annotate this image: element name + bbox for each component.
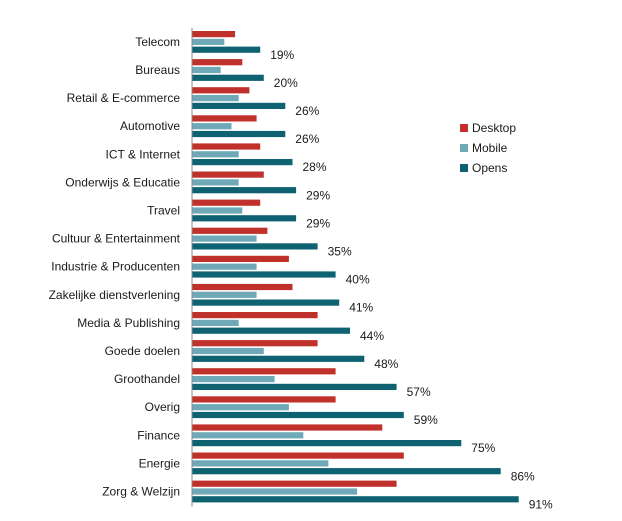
value-label-cultuur-and-entertainment: 35% xyxy=(328,245,352,259)
value-label-energie: 86% xyxy=(511,469,535,483)
bar-opens-onderwijs-and-educatie xyxy=(192,187,297,194)
bar-desktop-retail-and-e-commerce xyxy=(192,87,250,94)
bar-mobile-travel xyxy=(192,207,243,214)
category-label-industrie-and-producenten: Industrie & Producenten xyxy=(51,260,180,274)
bar-mobile-ict-and-internet xyxy=(192,151,239,158)
bars-layer xyxy=(192,31,519,503)
bar-opens-industrie-and-producenten xyxy=(192,271,336,278)
bar-desktop-travel xyxy=(192,199,261,206)
category-label-finance: Finance xyxy=(137,428,180,442)
bar-desktop-finance xyxy=(192,424,383,431)
category-label-telecom: Telecom xyxy=(135,35,180,49)
category-label-travel: Travel xyxy=(147,204,180,218)
category-label-automotive: Automotive xyxy=(120,119,180,133)
value-label-finance: 75% xyxy=(471,441,495,455)
value-label-automotive: 26% xyxy=(295,132,319,146)
bar-opens-ict-and-internet xyxy=(192,159,293,166)
category-label-overig: Overig xyxy=(145,400,180,414)
bar-opens-zakelijke-dienstverlening xyxy=(192,299,340,306)
bar-opens-automotive xyxy=(192,130,286,138)
bar-opens-zorg-and-welzijn xyxy=(192,496,519,503)
legend-swatch-opens xyxy=(460,164,468,172)
bar-mobile-media-and-publishing xyxy=(192,319,239,326)
category-label-zorg-and-welzijn: Zorg & Welzijn xyxy=(102,485,180,499)
value-label-ict-and-internet: 28% xyxy=(303,160,327,174)
bar-opens-bureaus xyxy=(192,74,264,81)
bar-opens-travel xyxy=(192,215,297,222)
value-label-overig: 59% xyxy=(414,413,438,427)
category-label-energie: Energie xyxy=(139,456,181,470)
legend-swatch-desktop xyxy=(460,124,468,132)
legend-label-opens: Opens xyxy=(472,161,507,175)
bar-mobile-onderwijs-and-educatie xyxy=(192,179,239,186)
bar-desktop-cultuur-and-entertainment xyxy=(192,227,268,234)
bar-desktop-telecom xyxy=(192,31,236,38)
category-label-goede-doelen: Goede doelen xyxy=(105,344,180,358)
bar-desktop-goede-doelen xyxy=(192,340,318,347)
category-label-media-and-publishing: Media & Publishing xyxy=(77,316,180,330)
bar-mobile-telecom xyxy=(192,38,225,45)
bar-opens-groothandel xyxy=(192,383,397,390)
bar-desktop-industrie-and-producenten xyxy=(192,255,289,262)
bar-desktop-ict-and-internet xyxy=(192,143,261,150)
bar-desktop-media-and-publishing xyxy=(192,312,318,319)
bar-opens-finance xyxy=(192,440,462,447)
bar-mobile-industrie-and-producenten xyxy=(192,263,257,270)
bar-desktop-zorg-and-welzijn xyxy=(192,480,397,487)
legend-label-mobile: Mobile xyxy=(472,141,508,155)
bar-mobile-zakelijke-dienstverlening xyxy=(192,291,257,298)
bar-mobile-bureaus xyxy=(192,66,221,74)
bar-mobile-finance xyxy=(192,432,304,439)
bar-opens-goede-doelen xyxy=(192,355,365,362)
value-label-zorg-and-welzijn: 91% xyxy=(529,497,553,511)
bar-mobile-groothandel xyxy=(192,376,275,383)
bar-mobile-zorg-and-welzijn xyxy=(192,488,358,495)
value-label-travel: 29% xyxy=(306,216,330,230)
bar-desktop-automotive xyxy=(192,115,257,122)
bar-desktop-bureaus xyxy=(192,59,243,66)
value-label-zakelijke-dienstverlening: 41% xyxy=(349,301,373,315)
bar-desktop-overig xyxy=(192,396,336,403)
category-label-retail-and-e-commerce: Retail & E-commerce xyxy=(67,91,181,105)
value-label-groothandel: 57% xyxy=(407,385,431,399)
bar-mobile-energie xyxy=(192,460,329,467)
bar-opens-overig xyxy=(192,411,404,419)
category-label-onderwijs-and-educatie: Onderwijs & Educatie xyxy=(65,175,180,189)
bar-desktop-zakelijke-dienstverlening xyxy=(192,283,293,291)
bar-mobile-retail-and-e-commerce xyxy=(192,95,239,102)
value-label-retail-and-e-commerce: 26% xyxy=(295,104,319,118)
bar-mobile-automotive xyxy=(192,123,232,130)
category-label-cultuur-and-entertainment: Cultuur & Entertainment xyxy=(52,232,181,246)
bar-desktop-onderwijs-and-educatie xyxy=(192,171,264,178)
category-label-zakelijke-dienstverlening: Zakelijke dienstverlening xyxy=(49,288,180,302)
value-label-bureaus: 20% xyxy=(274,76,298,90)
legend-swatch-mobile xyxy=(460,144,468,152)
bar-mobile-cultuur-and-entertainment xyxy=(192,235,257,242)
legend-label-desktop: Desktop xyxy=(472,121,516,135)
bar-desktop-energie xyxy=(192,452,404,459)
category-label-bureaus: Bureaus xyxy=(135,63,180,77)
bar-opens-cultuur-and-entertainment xyxy=(192,243,318,250)
value-label-telecom: 19% xyxy=(270,48,294,62)
labels-layer: Telecom 19% Bureaus 20% Retail & E-commerce 2… xyxy=(49,35,553,511)
bar-opens-media-and-publishing xyxy=(192,327,350,334)
bar-mobile-goede-doelen xyxy=(192,347,264,355)
bar-desktop-groothandel xyxy=(192,368,336,375)
bar-opens-telecom xyxy=(192,46,261,53)
value-label-industrie-and-producenten: 40% xyxy=(346,273,370,287)
value-label-goede-doelen: 48% xyxy=(374,357,398,371)
bar-opens-retail-and-e-commerce xyxy=(192,102,286,109)
value-label-media-and-publishing: 44% xyxy=(360,329,384,343)
category-label-ict-and-internet: ICT & Internet xyxy=(106,147,181,161)
category-label-groothandel: Groothandel xyxy=(114,372,180,386)
legend: Desktop Mobile Opens xyxy=(460,121,516,175)
value-label-onderwijs-and-educatie: 29% xyxy=(306,188,330,202)
bar-mobile-overig xyxy=(192,404,289,411)
bar-opens-energie xyxy=(192,468,501,475)
